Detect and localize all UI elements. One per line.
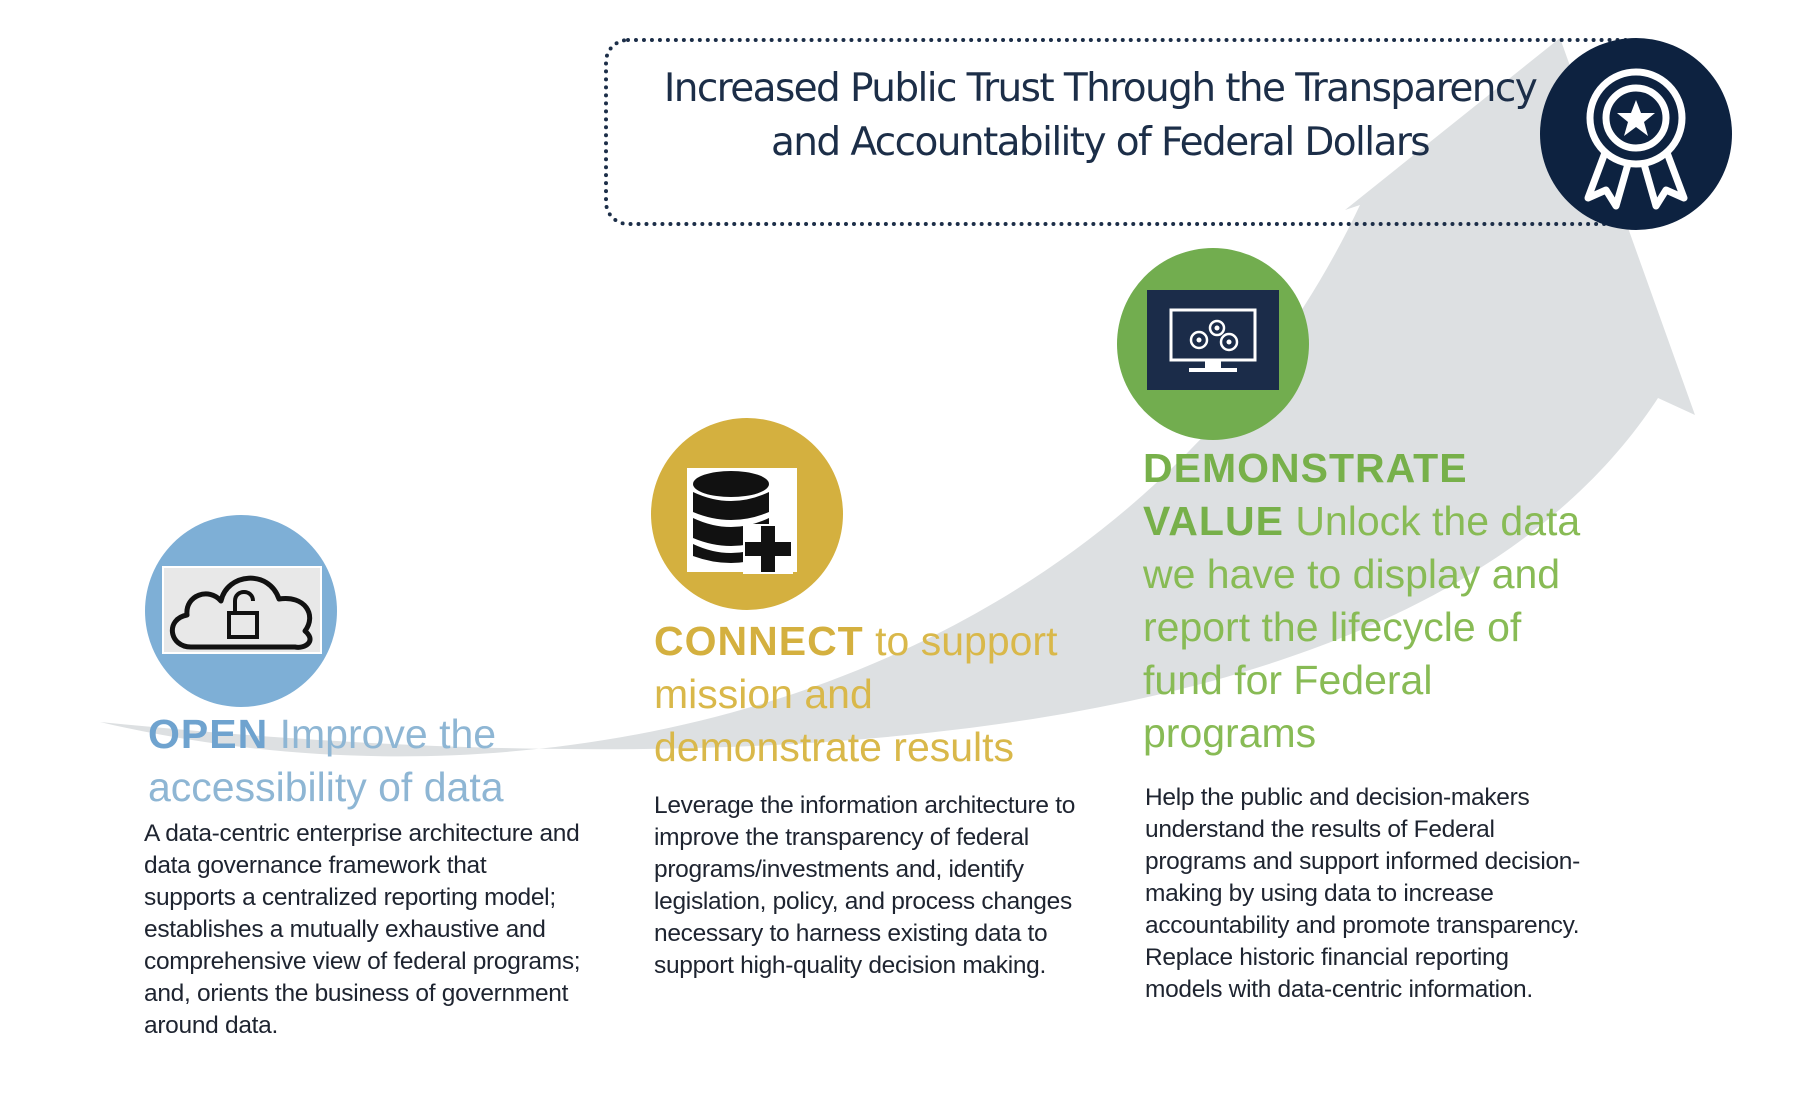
- open-body-line: establishes a mutually exhaustive and: [144, 916, 546, 943]
- demonstrate-body-line: making by using data to increase: [1145, 880, 1494, 907]
- demonstrate-title-line-4: fund for Federal: [1143, 657, 1433, 703]
- open-title-line-1: Improve the: [279, 711, 497, 757]
- open-title-line-2: accessibility of data: [148, 764, 504, 810]
- database-add-icon: [687, 468, 797, 574]
- connect-description: Leverage the information architecture to…: [654, 790, 1075, 982]
- demonstrate-body-line: accountability and promote transparency.: [1145, 912, 1580, 939]
- demonstrate-description: Help the public and decision-makers unde…: [1145, 782, 1580, 1006]
- connect-title-line-2: mission and: [654, 671, 873, 717]
- demonstrate-title-line-3: report the lifecycle of: [1143, 604, 1522, 650]
- demonstrate-title-line-2: we have to display and: [1143, 551, 1561, 597]
- connect-body-line: improve the transparency of federal: [654, 824, 1029, 851]
- demonstrate-keyword-line-2: VALUE: [1143, 498, 1284, 544]
- demonstrate-icon-circle: [1117, 248, 1309, 440]
- demonstrate-title: DEMONSTRATE VALUE Unlock the data we hav…: [1143, 442, 1580, 760]
- connect-body-line: Leverage the information architecture to: [654, 792, 1076, 819]
- open-description: A data-centric enterprise architecture a…: [144, 818, 581, 1042]
- demonstrate-title-line-5: programs: [1143, 710, 1317, 756]
- monitor-gears-icon: [1147, 290, 1279, 390]
- unlocked-cloud-icon: [162, 566, 322, 654]
- open-keyword: OPEN: [148, 711, 269, 757]
- demonstrate-body-line: Help the public and decision-makers: [1145, 784, 1530, 811]
- award-badge: [1540, 38, 1732, 230]
- award-ribbon-icon: [1584, 68, 1688, 210]
- demonstrate-keyword-line-1: DEMONSTRATE: [1143, 445, 1468, 491]
- open-body-line: supports a centralized reporting model;: [144, 884, 556, 911]
- goal-title-line-1: Increased Public Trust Through the Trans…: [663, 66, 1538, 111]
- demonstrate-body-line: programs and support informed decision-: [1145, 848, 1580, 875]
- open-body-line: A data-centric enterprise architecture a…: [144, 820, 580, 847]
- connect-title: CONNECT to support mission and demonstra…: [654, 615, 1057, 774]
- demonstrate-title-line-1: Unlock the data: [1295, 498, 1581, 544]
- connect-icon-circle: [651, 418, 843, 610]
- connect-keyword: CONNECT: [654, 618, 864, 664]
- open-title: OPEN Improve the accessibility of data: [148, 708, 504, 814]
- goal-title: Increased Public Trust Through the Trans…: [620, 62, 1580, 170]
- progress-arrow-shape: [100, 38, 1695, 757]
- open-body-line: comprehensive view of federal programs;: [144, 948, 581, 975]
- demonstrate-body-line: models with data-centric information.: [1145, 976, 1533, 1003]
- open-body-line: data governance framework that: [144, 852, 487, 879]
- connect-body-line: legislation, policy, and process changes: [654, 888, 1072, 915]
- demonstrate-body-line: understand the results of Federal: [1145, 816, 1495, 843]
- goal-title-line-2: and Accountability of Federal Dollars: [771, 120, 1431, 165]
- connect-body-line: support high-quality decision making.: [654, 952, 1047, 979]
- demonstrate-body-line: Replace historic financial reporting: [1145, 944, 1509, 971]
- connect-body-line: programs/investments and, identify: [654, 856, 1024, 883]
- connect-body-line: necessary to harness existing data to: [654, 920, 1048, 947]
- open-body-line: around data.: [144, 1012, 278, 1039]
- open-icon-circle: [145, 515, 337, 707]
- connect-title-line-1: to support: [875, 618, 1058, 664]
- connect-title-line-3: demonstrate results: [654, 724, 1015, 770]
- open-body-line: and, orients the business of government: [144, 980, 569, 1007]
